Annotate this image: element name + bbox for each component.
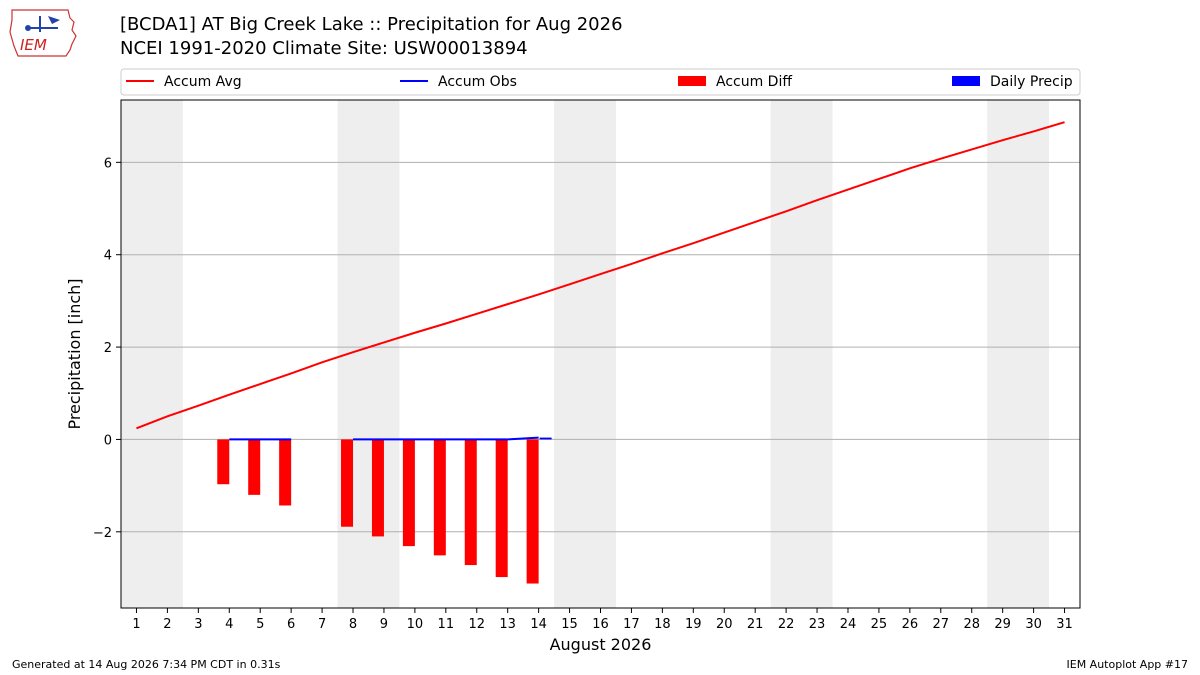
x-tick-label: 17 [623, 617, 640, 632]
x-tick-label: 1 [132, 617, 140, 632]
accum-diff-bar [217, 439, 230, 485]
x-tick-label: 7 [318, 617, 326, 632]
x-tick-label: 25 [871, 617, 888, 632]
x-tick-label: 20 [716, 617, 733, 632]
accum-diff-bar [495, 439, 508, 578]
x-tick-label: 6 [287, 617, 295, 632]
chart-title-line2: NCEI 1991-2020 Climate Site: USW00013894 [120, 38, 528, 59]
y-tick-label: 2 [104, 341, 112, 356]
accum-diff-bar [464, 439, 477, 566]
accum-diff-bar [433, 439, 446, 556]
x-tick-label: 24 [840, 617, 857, 632]
x-tick-label: 31 [1056, 617, 1073, 632]
chart-title-line1: [BCDA1] AT Big Creek Lake :: Precipitati… [120, 14, 623, 35]
weekend-band [554, 100, 616, 608]
legend-label: Accum Diff [716, 74, 792, 90]
chart-title: [BCDA1] AT Big Creek Lake :: Precipitati… [120, 13, 623, 61]
daily-precip-bar [539, 437, 552, 440]
generated-footer: Generated at 14 Aug 2026 7:34 PM CDT in … [12, 658, 281, 671]
x-tick-label: 30 [1025, 617, 1042, 632]
x-tick-label: 10 [407, 617, 424, 632]
accum-diff-bar [279, 439, 292, 506]
weekend-band [770, 100, 833, 608]
x-tick-label: 29 [994, 617, 1011, 632]
y-tick-label: −2 [93, 526, 112, 541]
iem-logo-text: IEM [20, 36, 47, 54]
legend-label: Daily Precip [990, 74, 1073, 90]
accum-diff-bar [402, 439, 415, 547]
x-tick-label: 21 [747, 617, 764, 632]
weekend-band [987, 100, 1050, 608]
iowa-outline-shape [9, 9, 77, 57]
legend: Accum Avg Accum Obs Accum Diff Daily Precip [120, 68, 1081, 96]
x-tick-label: 12 [468, 617, 485, 632]
x-tick-label: 27 [933, 617, 950, 632]
daily-precip-bars [539, 437, 552, 440]
x-tick-label: 5 [256, 617, 264, 632]
accum-diff-bar [248, 439, 261, 495]
x-tick-label: 28 [963, 617, 980, 632]
x-tick-label: 26 [902, 617, 919, 632]
x-tick-label: 14 [530, 617, 547, 632]
accum-diff-bars [217, 439, 539, 584]
x-tick-label: 2 [163, 617, 171, 632]
x-tick-label: 22 [778, 617, 795, 632]
x-tick-label: 15 [561, 617, 578, 632]
y-tick-label: 6 [104, 156, 112, 171]
accum-diff-bar [341, 439, 354, 527]
legend-label: Accum Avg [164, 74, 242, 90]
x-axis-ticks: 1 2 3 4 5 6 7 8 9 10 11 12 13 14 15 16 17 18 19 20 21 22 23 24 2… [132, 608, 1073, 632]
series-lines [136, 121, 1065, 441]
accum-obs-line [353, 436, 539, 441]
y-tick-label: 4 [104, 249, 112, 264]
x-tick-label: 11 [438, 617, 455, 632]
weekend-band [121, 100, 183, 608]
y-tick-label: 0 [104, 433, 112, 448]
x-tick-label: 3 [194, 617, 202, 632]
x-tick-label: 18 [654, 617, 671, 632]
x-tick-label: 16 [592, 617, 609, 632]
y-axis-label: Precipitation [inch] [65, 278, 84, 429]
accum-diff-bar [526, 439, 539, 584]
x-tick-label: 4 [225, 617, 233, 632]
accum-avg-line [136, 121, 1065, 430]
y-axis-ticks: −2 0 2 4 6 [93, 156, 121, 541]
x-axis-label: August 2026 [550, 635, 652, 654]
legend-label: Accum Obs [438, 74, 517, 90]
x-tick-label: 13 [499, 617, 516, 632]
x-tick-label: 8 [349, 617, 357, 632]
x-tick-label: 23 [809, 617, 826, 632]
app-footer: IEM Autoplot App #17 [1066, 658, 1189, 671]
weekend-bands [121, 100, 1050, 608]
x-tick-label: 9 [380, 617, 388, 632]
accum-diff-bar [371, 439, 384, 537]
legend-swatch-bar [952, 76, 980, 86]
legend-swatch-bar [678, 76, 706, 86]
x-tick-label: 19 [685, 617, 702, 632]
legend-box [120, 68, 1081, 96]
iem-logo: IEM [9, 9, 77, 57]
